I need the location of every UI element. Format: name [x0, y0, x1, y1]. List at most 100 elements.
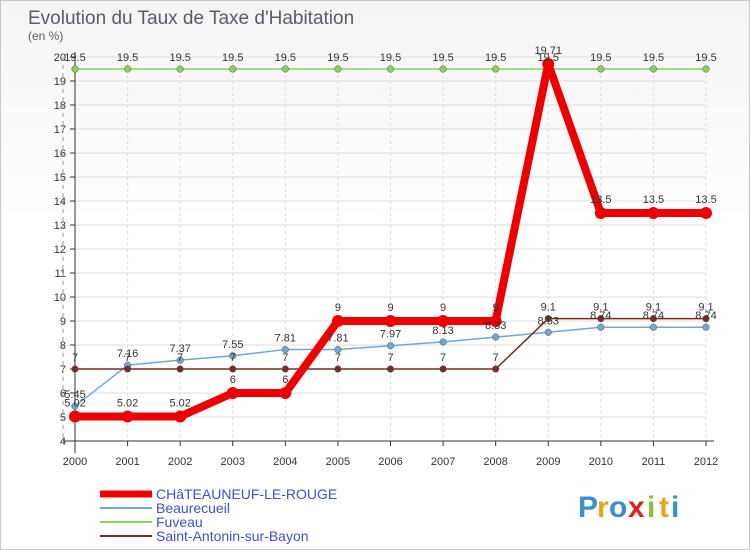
- logo-letter: r: [597, 491, 609, 524]
- data-label: 5.02: [64, 398, 85, 410]
- data-label: 9.1: [646, 302, 661, 314]
- data-label: 9.1: [593, 302, 608, 314]
- data-point: [281, 346, 289, 354]
- data-label: 19.5: [327, 52, 348, 64]
- legend-label: CHâTEAUNEUF-LE-ROUGE: [156, 486, 337, 502]
- data-point: [71, 402, 79, 410]
- y-tick-label: 17: [54, 124, 66, 136]
- data-point: [226, 387, 239, 399]
- data-label: 8.74: [695, 310, 716, 322]
- logo-letter: i: [647, 491, 655, 524]
- legend: CHâTEAUNEUF-LE-ROUGEBeaurecueilFuveauSai…: [100, 486, 337, 544]
- data-point: [594, 207, 607, 219]
- x-tick-label: 2006: [378, 456, 402, 468]
- data-label: 9: [493, 302, 499, 314]
- data-point: [124, 65, 132, 73]
- data-point: [71, 65, 79, 73]
- y-tick-label: 19: [54, 76, 66, 88]
- data-point: [489, 315, 502, 327]
- data-point: [176, 65, 184, 73]
- data-point: [229, 365, 237, 373]
- data-point: [649, 323, 657, 331]
- y-tick-label: 14: [54, 196, 66, 208]
- data-point: [597, 323, 605, 331]
- data-point: [176, 356, 184, 364]
- data-label: 9: [335, 302, 341, 314]
- data-labels: 19.5 19.5 19.5 19.5 19.5 19.5 19.5 19.5 19.5 19.5…: [64, 45, 716, 410]
- data-point: [281, 365, 289, 373]
- data-point: [124, 365, 132, 373]
- y-tick-label: 12: [54, 244, 66, 256]
- x-tick-label: 2001: [115, 456, 139, 468]
- x-tick-label: 2004: [273, 456, 297, 468]
- data-label: 9: [440, 302, 446, 314]
- data-label: 19.5: [695, 52, 716, 64]
- data-label: 8.33: [485, 320, 506, 332]
- data-label: 7: [282, 352, 288, 364]
- data-point: [597, 315, 605, 323]
- data-label: 5.45: [64, 389, 85, 401]
- data-label: 13.5: [590, 194, 611, 206]
- logo-letter: o: [609, 491, 627, 524]
- data-label: 7: [230, 352, 236, 364]
- y-tick-label: 16: [54, 148, 66, 160]
- data-point: [544, 328, 552, 336]
- data-point: [542, 57, 555, 70]
- data-point: [700, 207, 712, 219]
- data-label: 7: [177, 352, 183, 364]
- legend-label: Saint-Antonin-sur-Bayon: [156, 528, 309, 544]
- data-label: 9: [387, 302, 393, 314]
- logo-letter: P: [578, 491, 598, 524]
- data-label: 6: [230, 374, 236, 386]
- data-label: 7: [387, 352, 393, 364]
- data-label: 13.5: [643, 194, 664, 206]
- y-tick-label: 15: [54, 172, 66, 184]
- x-tick-label: 2011: [642, 456, 666, 468]
- data-point: [69, 410, 81, 423]
- data-point: [121, 410, 134, 423]
- data-label: 7.55: [222, 339, 243, 351]
- data-point: [544, 315, 552, 323]
- series-layer: [69, 57, 712, 423]
- data-label: 7: [72, 352, 78, 364]
- data-label: 19.5: [590, 52, 611, 64]
- data-point: [492, 65, 500, 73]
- chart-title: Evolution du Taux de Taxe d'Habitation: [28, 8, 354, 29]
- data-label: 13.5: [695, 194, 716, 206]
- data-point: [647, 207, 660, 219]
- data-label: 8.53: [538, 315, 559, 327]
- x-tick-label: 2000: [63, 456, 87, 468]
- data-point: [229, 65, 237, 73]
- data-point: [439, 365, 447, 373]
- data-point: [649, 65, 657, 73]
- legend-label: Beaurecueil: [156, 500, 230, 516]
- data-label: 19.5: [275, 52, 296, 64]
- y-tick-label: 13: [54, 220, 66, 232]
- data-label: 7: [125, 352, 131, 364]
- x-tick-label: 2012: [694, 456, 718, 468]
- chart-subtitle: (en %): [28, 29, 63, 43]
- data-label: 7.81: [327, 333, 348, 345]
- legend-label: Fuveau: [156, 514, 203, 530]
- data-point: [71, 365, 79, 373]
- x-tick-label: 2007: [431, 456, 455, 468]
- data-label: 8.13: [432, 325, 453, 337]
- data-point: [492, 333, 500, 341]
- data-point: [702, 315, 710, 323]
- x-tick-label: 2002: [168, 456, 192, 468]
- data-label: 7: [440, 352, 446, 364]
- data-label: 19.5: [538, 52, 559, 64]
- data-point: [334, 65, 342, 73]
- data-label: 19.5: [64, 52, 85, 64]
- x-tick-label: 2009: [536, 456, 560, 468]
- data-label: 7: [335, 352, 341, 364]
- x-tick-label: 2003: [221, 456, 245, 468]
- y-tick-label: 18: [54, 100, 66, 112]
- data-point: [492, 365, 500, 373]
- data-label: 7.37: [169, 343, 190, 355]
- logo-letter: x: [628, 491, 645, 524]
- grid: [74, 56, 707, 442]
- data-point: [597, 65, 605, 73]
